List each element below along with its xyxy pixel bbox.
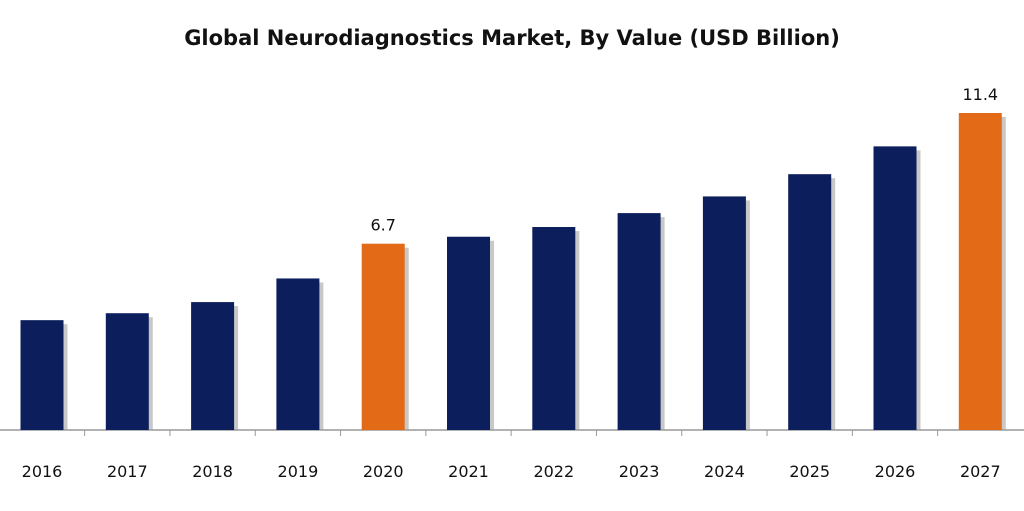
bar-2023 bbox=[617, 213, 661, 430]
x-tick-label-2019: 2019 bbox=[278, 462, 319, 481]
chart-title: Global Neurodiagnostics Market, By Value… bbox=[184, 26, 840, 50]
bar-2022 bbox=[532, 227, 576, 430]
x-tick-label-2025: 2025 bbox=[789, 462, 830, 481]
x-tick-label-2022: 2022 bbox=[533, 462, 574, 481]
bar-2021 bbox=[447, 236, 490, 430]
bar-2026 bbox=[873, 146, 917, 431]
x-tick-label-2023: 2023 bbox=[619, 462, 660, 481]
x-tick-label-2018: 2018 bbox=[192, 462, 233, 481]
bar-2017 bbox=[105, 313, 149, 430]
x-tick-label-2017: 2017 bbox=[107, 462, 148, 481]
data-label-2020: 6.7 bbox=[370, 216, 395, 235]
x-tick-label-2021: 2021 bbox=[448, 462, 489, 481]
x-tick-label-2020: 2020 bbox=[363, 462, 404, 481]
data-label-2027: 11.4 bbox=[962, 85, 998, 104]
x-tick-label-2024: 2024 bbox=[704, 462, 745, 481]
bar-2020 bbox=[361, 243, 405, 430]
bar-2016 bbox=[20, 320, 64, 430]
bar-2018 bbox=[191, 302, 235, 430]
bar-2025 bbox=[788, 174, 832, 430]
bar-2027 bbox=[958, 113, 1002, 430]
x-tick-label-2016: 2016 bbox=[22, 462, 63, 481]
x-tick-label-2026: 2026 bbox=[875, 462, 916, 481]
bar-2024 bbox=[702, 196, 746, 430]
bar-2019 bbox=[276, 278, 320, 430]
x-tick-label-2027: 2027 bbox=[960, 462, 1001, 481]
